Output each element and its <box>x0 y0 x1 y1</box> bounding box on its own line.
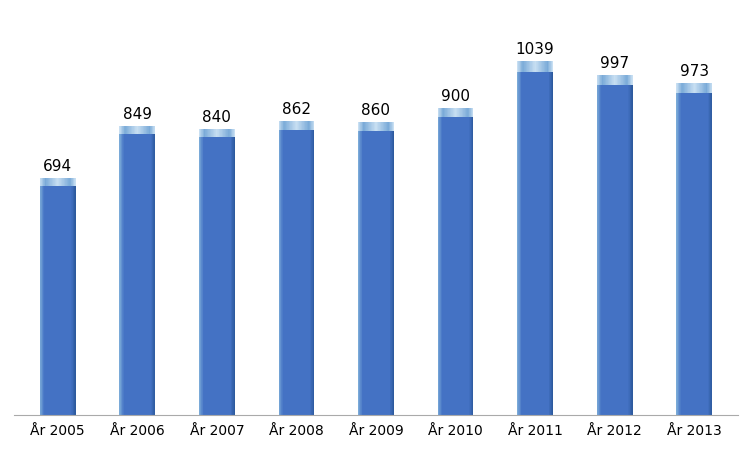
Text: 1039: 1039 <box>516 41 554 57</box>
Text: 862: 862 <box>282 102 311 117</box>
Text: 860: 860 <box>362 102 390 118</box>
Text: 849: 849 <box>123 106 152 121</box>
Text: 840: 840 <box>202 109 232 124</box>
Text: 694: 694 <box>43 159 72 174</box>
Text: 997: 997 <box>600 56 629 71</box>
Text: 900: 900 <box>441 89 470 104</box>
Text: 973: 973 <box>680 64 709 79</box>
